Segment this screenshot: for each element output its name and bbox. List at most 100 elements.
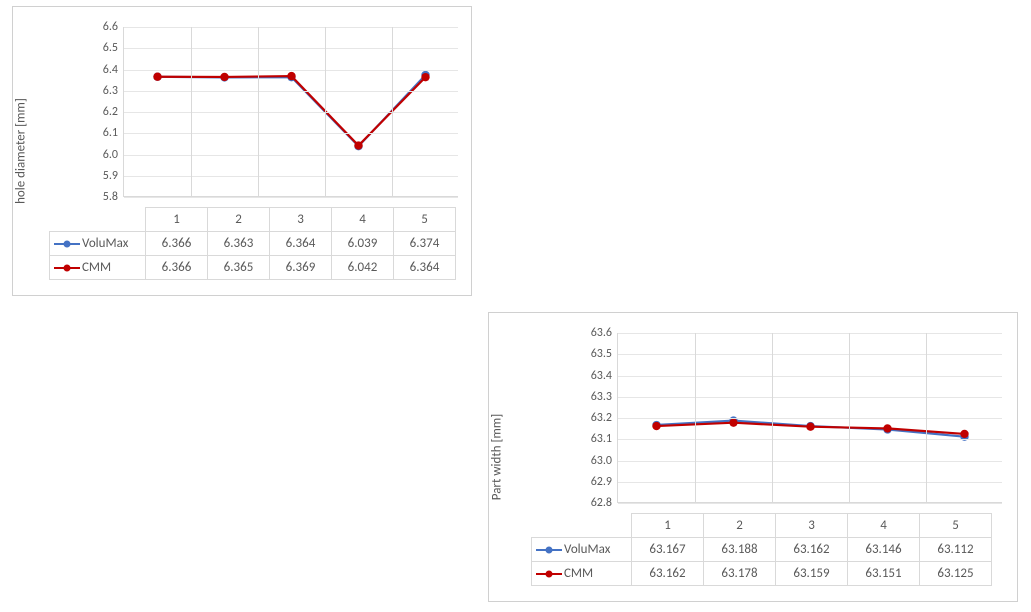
legend-cell: CMM xyxy=(50,256,146,280)
table-row: CMM6.3666.3656.3696.0426.364 xyxy=(50,256,456,280)
chart-part-width: Part width [mm] 62.862.963.063.163.263.3… xyxy=(488,312,1018,602)
series-name: CMM xyxy=(82,260,111,275)
y-tick-label: 6.6 xyxy=(103,20,124,34)
category-separator xyxy=(849,333,850,502)
table-row: VoluMax6.3666.3636.3646.0396.374 xyxy=(50,232,456,256)
y-tick-label: 63.1 xyxy=(591,432,618,446)
category-separator xyxy=(325,27,326,196)
data-cell: 63.167 xyxy=(632,538,704,562)
y-tick-label: 5.8 xyxy=(103,190,124,204)
gridline xyxy=(618,397,1002,398)
plot-area: 5.85.96.06.16.26.36.46.56.6 xyxy=(123,27,458,197)
category-header: 4 xyxy=(332,208,394,232)
gridline xyxy=(618,461,1002,462)
legend-cell: CMM xyxy=(532,562,632,586)
y-tick-label: 62.9 xyxy=(591,475,618,489)
data-cell: 6.364 xyxy=(394,256,456,280)
table-row: VoluMax 63.16763.18863.16263.14663.112 xyxy=(532,538,992,562)
data-cell: 6.366 xyxy=(146,256,208,280)
gridline xyxy=(124,70,458,71)
category-header: 3 xyxy=(270,208,332,232)
category-header: 5 xyxy=(394,208,456,232)
category-separator xyxy=(772,333,773,502)
y-tick-label: 63.6 xyxy=(591,326,618,340)
series-line-cmm xyxy=(158,76,426,145)
series-name: CMM xyxy=(564,566,593,581)
category-header: 3 xyxy=(776,514,848,538)
y-tick-label: 6.1 xyxy=(103,126,124,140)
data-cell: 6.042 xyxy=(332,256,394,280)
gridline xyxy=(124,176,458,177)
gridline xyxy=(124,133,458,134)
gridline xyxy=(124,112,458,113)
series-marker xyxy=(960,430,968,438)
y-tick-label: 6.5 xyxy=(103,41,124,55)
legend-header-blank xyxy=(50,208,146,232)
gridline xyxy=(124,197,458,198)
data-cell: 6.365 xyxy=(208,256,270,280)
data-cell: 63.112 xyxy=(920,538,992,562)
y-tick-label: 6.0 xyxy=(103,148,124,162)
plot-area: 62.862.963.063.163.263.363.463.563.6 xyxy=(617,333,1002,503)
legend-header-blank xyxy=(532,514,632,538)
series-marker xyxy=(883,424,891,432)
data-cell: 6.364 xyxy=(270,232,332,256)
data-cell: 63.162 xyxy=(632,562,704,586)
y-tick-label: 62.8 xyxy=(591,496,618,510)
data-cell: 63.146 xyxy=(848,538,920,562)
gridline xyxy=(618,376,1002,377)
gridline xyxy=(618,333,1002,334)
y-tick-label: 5.9 xyxy=(103,169,124,183)
gridline xyxy=(618,503,1002,504)
gridline xyxy=(618,354,1002,355)
y-axis-label: Part width [mm] xyxy=(490,414,505,500)
chart-hole-diameter: hole diameter [mm] 5.85.96.06.16.26.36.4… xyxy=(12,6,472,296)
gridline xyxy=(124,48,458,49)
data-table: 12345VoluMax63.16763.18863.16263.14663.1… xyxy=(531,513,992,586)
y-tick-label: 6.2 xyxy=(103,105,124,119)
y-tick-label: 63.2 xyxy=(591,411,618,425)
legend-swatch xyxy=(536,568,562,580)
y-tick-label: 63.5 xyxy=(591,347,618,361)
series-marker xyxy=(806,423,814,431)
category-separator xyxy=(191,27,192,196)
data-cell: 63.188 xyxy=(704,538,776,562)
table-header-row: 12345 xyxy=(50,208,456,232)
category-separator xyxy=(392,27,393,196)
data-table: 12345VoluMax6.3666.3636.3646.0396.374 CMM… xyxy=(49,207,456,280)
data-cell: 63.151 xyxy=(848,562,920,586)
gridline xyxy=(618,418,1002,419)
legend-swatch xyxy=(536,544,562,556)
table-row: CMM 63.16263.17863.15963.15163.125 xyxy=(532,562,992,586)
series-marker xyxy=(729,418,737,426)
y-tick-label: 63.3 xyxy=(591,390,618,404)
series-marker xyxy=(652,422,660,430)
data-cell: 63.178 xyxy=(704,562,776,586)
series-marker xyxy=(220,73,228,81)
y-tick-label: 6.4 xyxy=(103,63,124,77)
series-name: VoluMax xyxy=(564,542,610,557)
gridline xyxy=(618,439,1002,440)
category-separator xyxy=(695,333,696,502)
legend-swatch xyxy=(54,238,80,250)
category-header: 5 xyxy=(920,514,992,538)
data-cell: 63.162 xyxy=(776,538,848,562)
gridline xyxy=(124,27,458,28)
category-header: 2 xyxy=(704,514,776,538)
series-marker xyxy=(354,141,362,149)
data-cell: 63.159 xyxy=(776,562,848,586)
series-marker xyxy=(421,73,429,81)
category-separator xyxy=(926,333,927,502)
table-header-row: 12345 xyxy=(532,514,992,538)
y-axis-label: hole diameter [mm] xyxy=(14,98,29,204)
legend-cell: VoluMax xyxy=(532,538,632,562)
gridline xyxy=(124,91,458,92)
legend-cell: VoluMax xyxy=(50,232,146,256)
series-marker xyxy=(287,72,295,80)
category-separator xyxy=(258,27,259,196)
series-marker xyxy=(153,73,161,81)
data-cell: 63.125 xyxy=(920,562,992,586)
legend-swatch xyxy=(54,262,80,274)
category-header: 1 xyxy=(146,208,208,232)
category-header: 4 xyxy=(848,514,920,538)
